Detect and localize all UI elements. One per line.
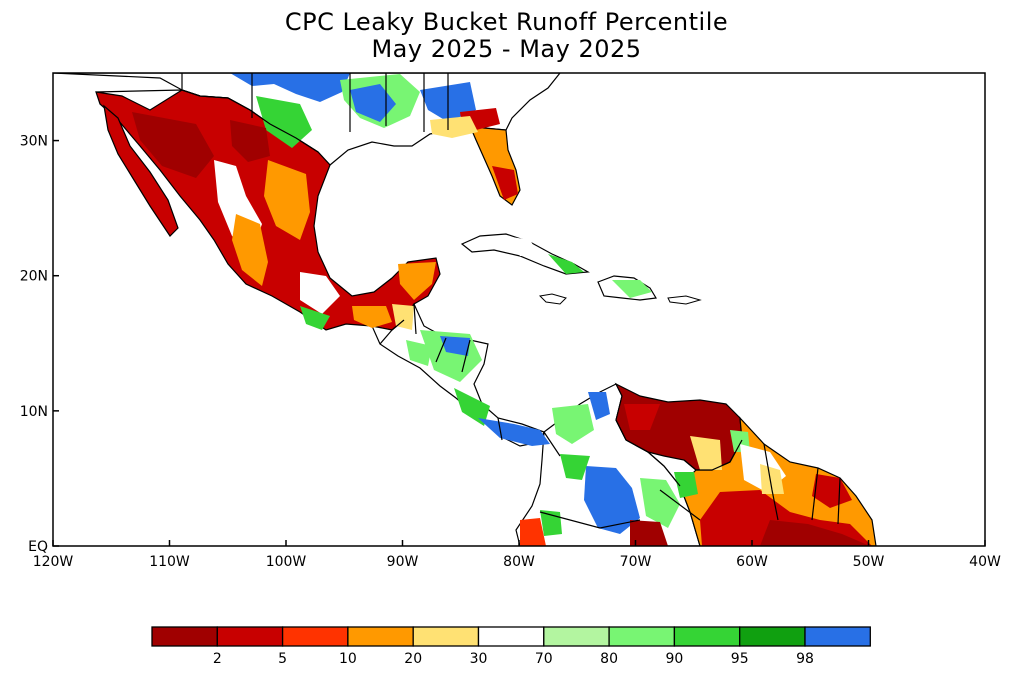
map-subtitle: May 2025 - May 2025 <box>371 35 642 63</box>
legend-swatch <box>608 626 676 647</box>
legend-swatch <box>804 626 871 647</box>
legend-swatch <box>347 626 414 647</box>
legend-label: 70 <box>535 651 553 667</box>
region-jamaica <box>538 293 567 305</box>
legend-label: 80 <box>600 651 618 667</box>
legend-swatch <box>281 626 349 647</box>
x-tick-label: 90W <box>387 554 419 570</box>
percentile-patches <box>132 73 872 546</box>
y-tick-label: EQ <box>28 539 48 555</box>
x-tick-label: 50W <box>853 554 885 570</box>
legend-label: 98 <box>796 651 814 667</box>
x-tick-label: 80W <box>503 554 535 570</box>
x-tick-label: 40W <box>969 554 1001 570</box>
legend-label: 2 <box>213 651 222 667</box>
region-puerto-rico <box>667 295 702 305</box>
legend-swatch <box>477 626 545 647</box>
legend-swatch <box>151 626 218 647</box>
x-tick-label: 110W <box>149 554 190 570</box>
legend-label: 30 <box>470 651 488 667</box>
legend: 2 5 10 20 30 70 80 90 95 98 <box>151 626 871 667</box>
legend-swatch <box>543 626 610 647</box>
map-title: CPC Leaky Bucket Runoff Percentile <box>284 8 729 36</box>
axes: 120W 110W 100W 90W 80W 70W 60W 50W 40W EQ 10N 20N 30… <box>20 134 1001 570</box>
legend-label: 20 <box>404 651 422 667</box>
x-tick-label: 60W <box>736 554 768 570</box>
x-tick-label: 120W <box>33 554 74 570</box>
legend-label: 10 <box>339 651 357 667</box>
y-tick-label: 10N <box>20 404 48 420</box>
x-tick-label: 100W <box>266 554 307 570</box>
y-tick-label: 20N <box>20 269 48 285</box>
land-fill <box>53 73 877 546</box>
legend-swatch <box>673 626 741 647</box>
x-tick-label: 70W <box>620 554 652 570</box>
y-tick-label: 30N <box>20 134 48 150</box>
legend-swatch <box>412 626 480 647</box>
legend-swatch <box>739 626 806 647</box>
legend-label: 90 <box>665 651 683 667</box>
region-baja <box>103 104 179 237</box>
legend-label: 95 <box>731 651 749 667</box>
country-borders <box>95 73 841 529</box>
legend-swatch <box>216 626 284 647</box>
legend-label: 5 <box>278 651 287 667</box>
